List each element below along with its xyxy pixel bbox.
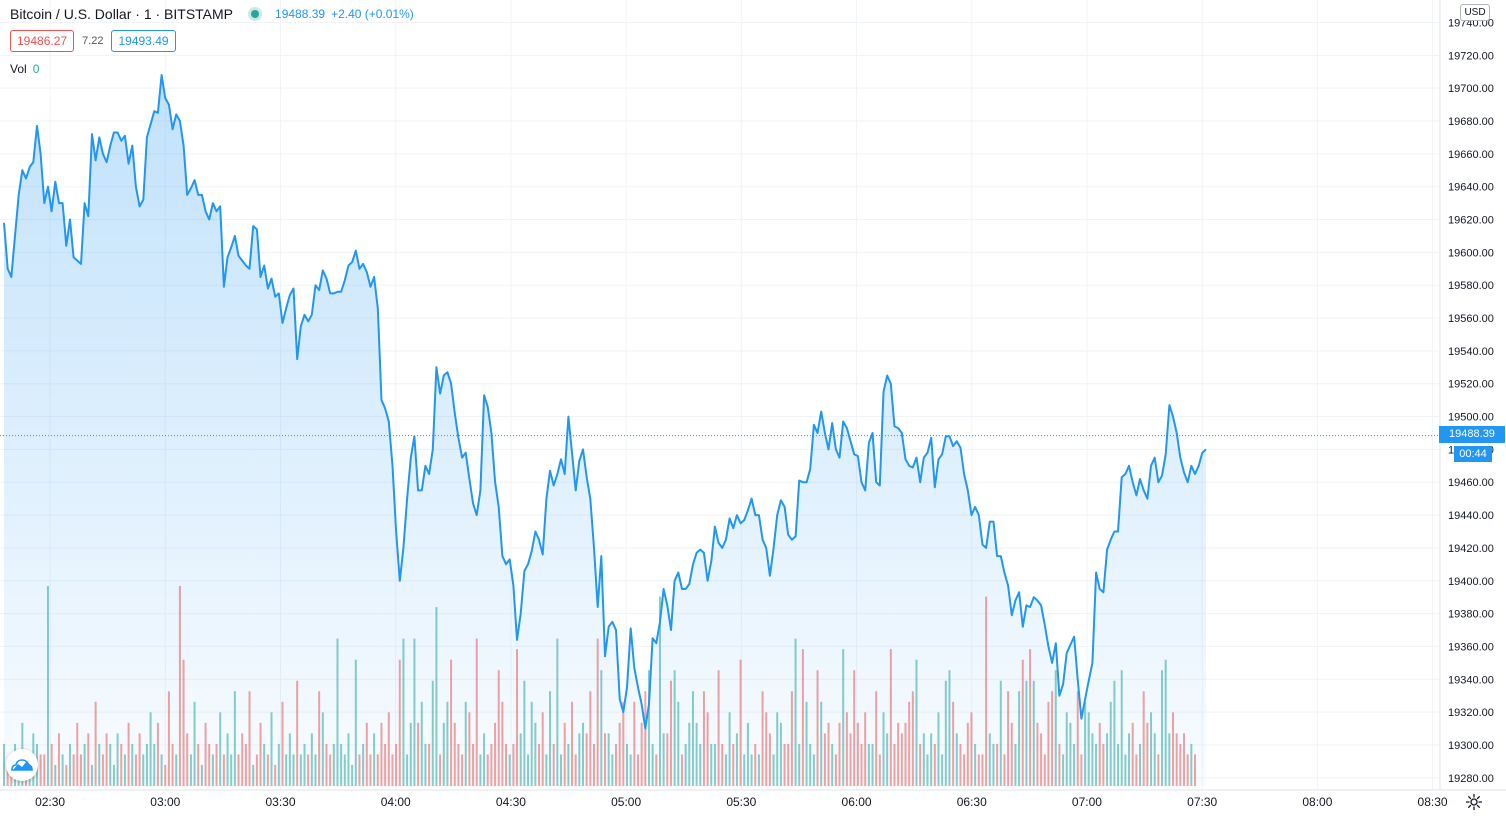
time-tick-label: 06:00 xyxy=(842,795,872,809)
legend-header: Bitcoin / U.S. Dollar · 1 · BITSTAMP 194… xyxy=(10,5,414,23)
time-tick-label: 03:30 xyxy=(265,795,295,809)
price-tick-label: 19600.00 xyxy=(1448,247,1494,259)
time-tick-label: 07:00 xyxy=(1072,795,1102,809)
volume-legend: Vol 0 xyxy=(10,62,39,76)
price-tick-label: 19560.00 xyxy=(1448,313,1494,325)
price-tick-label: 19400.00 xyxy=(1448,576,1494,588)
price-tick-label: 19340.00 xyxy=(1448,674,1494,686)
tradingview-cloud-icon[interactable] xyxy=(6,749,38,781)
price-change-value: +2.40 (+0.01%) xyxy=(331,7,414,21)
gear-icon[interactable] xyxy=(1465,793,1483,811)
bid-price[interactable]: 19486.27 xyxy=(10,30,75,52)
bar-countdown: 00:44 xyxy=(1454,446,1492,462)
market-status-icon xyxy=(251,10,260,18)
volume-value: 0 xyxy=(32,62,40,76)
volume-label: Vol xyxy=(10,62,27,76)
price-area xyxy=(3,74,1207,786)
spread-value: 7.22 xyxy=(82,35,104,47)
price-tick-label: 19280.00 xyxy=(1448,773,1494,785)
price-tick-label: 19540.00 xyxy=(1448,346,1494,358)
time-tick-label: 05:00 xyxy=(611,795,641,809)
price-tick-label: 19320.00 xyxy=(1448,707,1494,719)
price-tick-label: 19420.00 xyxy=(1448,543,1494,555)
price-tick-label: 19700.00 xyxy=(1448,83,1494,95)
price-tick-label: 19440.00 xyxy=(1448,510,1494,522)
price-axis[interactable]: 19740.0019720.0019700.0019680.0019660.00… xyxy=(1448,17,1494,784)
time-tick-label: 08:00 xyxy=(1302,795,1332,809)
price-tick-label: 19680.00 xyxy=(1448,116,1494,128)
price-tick-label: 19460.00 xyxy=(1448,477,1494,489)
last-price-label: 19488.39 xyxy=(1439,426,1505,443)
currency-button[interactable]: USD xyxy=(1460,4,1490,21)
time-axis[interactable]: 02:30 03:00 03:30 04:00 04:30 05:00 05:30 06:00… xyxy=(35,795,1448,809)
time-tick-label: 02:30 xyxy=(35,795,65,809)
time-tick-label: 08:30 xyxy=(1418,795,1448,809)
time-tick-label: 03:00 xyxy=(150,795,180,809)
price-tick-label: 19380.00 xyxy=(1448,609,1494,621)
price-line xyxy=(3,74,1207,730)
price-area-fill xyxy=(4,75,1206,786)
last-price-value: 19488.39 xyxy=(275,7,326,21)
time-tick-label: 04:30 xyxy=(496,795,526,809)
price-tick-label: 19640.00 xyxy=(1448,182,1494,194)
bid-ask-row: 19486.27 7.22 19493.49 xyxy=(10,30,176,52)
price-tick-label: 19520.00 xyxy=(1448,379,1494,391)
ask-price[interactable]: 19493.49 xyxy=(111,30,176,52)
time-tick-label: 05:30 xyxy=(726,795,756,809)
time-tick-label: 06:30 xyxy=(957,795,987,809)
price-tick-label: 19580.00 xyxy=(1448,280,1494,292)
symbol-title[interactable]: Bitcoin / U.S. Dollar · 1 · BITSTAMP xyxy=(10,6,234,22)
price-tick-label: 19660.00 xyxy=(1448,149,1494,161)
price-tick-label: 19720.00 xyxy=(1448,50,1494,62)
price-tick-label: 19300.00 xyxy=(1448,740,1494,752)
time-tick-label: 07:30 xyxy=(1187,795,1217,809)
price-tick-label: 19620.00 xyxy=(1448,215,1494,227)
price-tick-label: 19500.00 xyxy=(1448,412,1494,424)
time-tick-label: 04:00 xyxy=(381,795,411,809)
price-tick-label: 19360.00 xyxy=(1448,641,1494,653)
